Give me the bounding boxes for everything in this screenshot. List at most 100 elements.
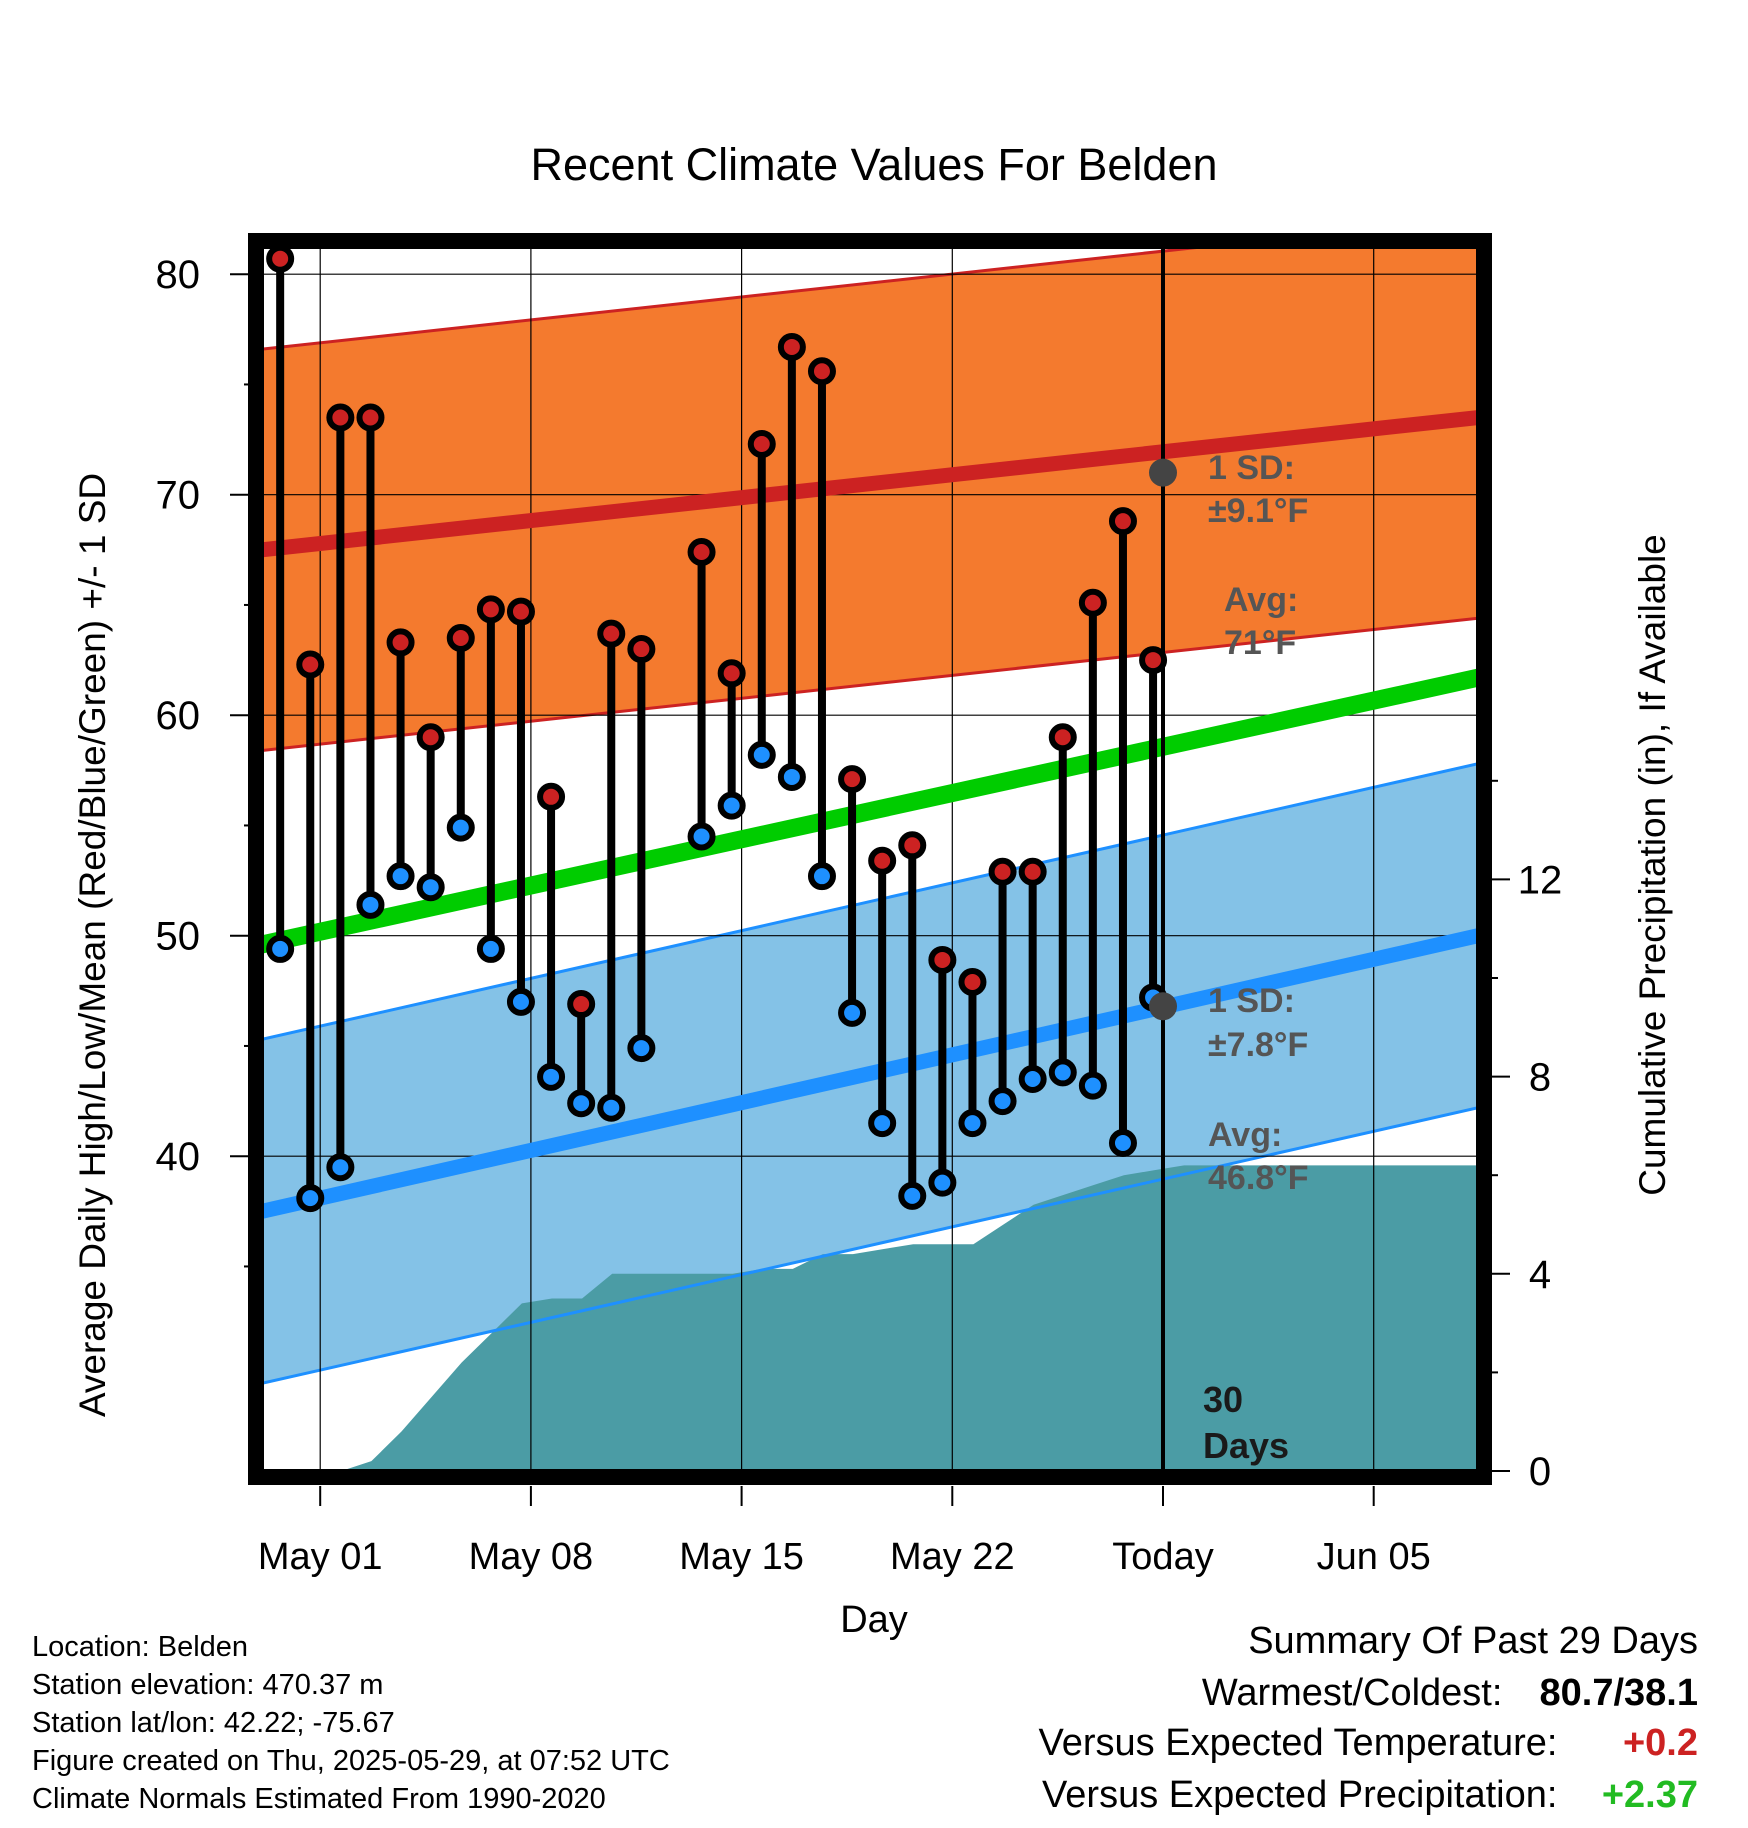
- latlon-text: Station lat/lon: 42.22; -75.67: [32, 1707, 395, 1739]
- daily-low-point: [326, 1153, 355, 1182]
- today-low-avg-marker: [1149, 992, 1177, 1021]
- low-sd-value: ±7.8°F: [1208, 1026, 1308, 1064]
- daily-high-point: [356, 403, 385, 432]
- warmest-label: Warmest/Coldest:: [1201, 1672, 1503, 1714]
- precip-value: +2.37: [1601, 1774, 1698, 1816]
- created-text: Figure created on Thu, 2025-05-29, at 07…: [32, 1745, 670, 1777]
- daily-low-point: [687, 822, 716, 851]
- daily-high-point: [717, 659, 746, 688]
- high-sd-band: [262, 247, 1478, 751]
- daily-high-point: [988, 857, 1017, 886]
- y-tick-label: 80: [156, 253, 201, 297]
- warmest-value: 80.7/38.1: [1539, 1672, 1698, 1714]
- daily-high-point: [958, 968, 987, 997]
- daily-high-point: [807, 357, 836, 386]
- daily-high-point: [898, 831, 927, 860]
- station-info: Location: Belden Station elevation: 470.…: [32, 1628, 670, 1818]
- daily-high-point: [777, 332, 806, 361]
- temp-label: Versus Expected Temperature:: [1038, 1722, 1558, 1764]
- daily-high-point: [537, 782, 566, 811]
- chart-title: Recent Climate Values For Belden: [531, 139, 1218, 190]
- daily-low-point: [296, 1184, 325, 1213]
- y-tick-label: 70: [156, 474, 201, 518]
- daily-low-point: [506, 987, 535, 1016]
- daily-high-point: [868, 846, 897, 875]
- daily-low-point: [958, 1109, 987, 1138]
- daily-high-point: [386, 628, 415, 657]
- y2-tick-label: 0: [1529, 1450, 1551, 1494]
- daily-low-point: [1108, 1128, 1137, 1157]
- daily-low-point: [597, 1093, 626, 1122]
- daily-high-point: [506, 597, 535, 626]
- low-band-upper-edge: [262, 762, 1478, 1041]
- summary-warmest-row: Warmest/Coldest: 80.7/38.1: [1202, 1672, 1698, 1715]
- x-axis-label: Day: [840, 1599, 908, 1641]
- daily-low-point: [386, 862, 415, 891]
- y2-axis-label: Cumulative Precipitation (in), If Availa…: [1632, 534, 1673, 1196]
- plot-area: 40 50 60 70 80 0 4 8 12 May 01 May 08 May 15 May 22 T…: [156, 233, 1563, 1578]
- high-sd-value: ±9.1°F: [1208, 492, 1308, 530]
- daily-high-point: [1139, 646, 1168, 675]
- daily-low-point: [838, 998, 867, 1027]
- location-text: Location: Belden: [32, 1631, 249, 1663]
- daily-high-point: [326, 403, 355, 432]
- temp-value: +0.2: [1622, 1722, 1698, 1764]
- elevation-text: Station elevation: 470.37 m: [32, 1669, 384, 1701]
- plot-frame: [248, 233, 1492, 1485]
- daily-low-point: [416, 873, 445, 902]
- x-tick-label: May 22: [890, 1536, 1015, 1578]
- daily-high-point: [476, 595, 505, 624]
- high-avg-value: 71°F: [1224, 624, 1296, 662]
- daily-low-point: [717, 791, 746, 820]
- daily-low-point: [266, 934, 295, 963]
- daily-low-point: [807, 862, 836, 891]
- y2-tick-label: 12: [1518, 858, 1563, 902]
- daily-high-point: [627, 635, 656, 664]
- low-avg-label: Avg:: [1208, 1116, 1282, 1154]
- daily-low-point: [747, 740, 776, 769]
- daily-low-point: [356, 890, 385, 919]
- normal-low-line: [262, 928, 1478, 1219]
- summary-precip-row: Versus Expected Precipitation: +2.37: [1042, 1774, 1698, 1817]
- daily-low-point: [777, 762, 806, 791]
- daily-low-point: [537, 1062, 566, 1091]
- precip-area: [262, 1165, 1478, 1471]
- x-tick-label: May 01: [258, 1536, 383, 1578]
- daily-low-point: [1018, 1065, 1047, 1094]
- daily-high-point: [1078, 588, 1107, 617]
- normals-text: Climate Normals Estimated From 1990-2020: [32, 1783, 606, 1815]
- x-tick-label: May 08: [469, 1536, 594, 1578]
- daily-low-point: [928, 1168, 957, 1197]
- daily-low-point: [868, 1109, 897, 1138]
- summary-temp-row: Versus Expected Temperature: +0.2: [1039, 1722, 1698, 1765]
- daily-low-point: [446, 813, 475, 842]
- daily-high-point: [597, 619, 626, 648]
- high-band-upper-edge: [262, 247, 1215, 351]
- y-tick-label: 60: [156, 694, 201, 738]
- plot-interior: [262, 247, 1478, 1471]
- daily-high-point: [446, 624, 475, 653]
- today-high-avg-marker: [1149, 458, 1177, 487]
- high-avg-label: Avg:: [1224, 581, 1298, 619]
- period-days-number: 30: [1203, 1379, 1243, 1420]
- high-sd-label: 1 SD:: [1208, 449, 1295, 487]
- daily-high-point: [1018, 857, 1047, 886]
- y2-tick-label: 4: [1529, 1253, 1551, 1297]
- daily-high-point: [567, 990, 596, 1019]
- daily-low-point: [567, 1089, 596, 1118]
- daily-high-point: [1048, 723, 1077, 752]
- daily-high-point: [416, 723, 445, 752]
- low-sd-label: 1 SD:: [1208, 982, 1295, 1020]
- y-tick-label: 40: [156, 1135, 201, 1179]
- y2-tick-label: 8: [1529, 1056, 1551, 1100]
- daily-low-point: [1048, 1058, 1077, 1087]
- x-tick-label: Today: [1112, 1536, 1213, 1578]
- normal-high-line: [262, 410, 1478, 558]
- daily-low-point: [988, 1087, 1017, 1116]
- precip-label: Versus Expected Precipitation:: [1042, 1774, 1558, 1816]
- y-axis-label: Average Daily High/Low/Mean (Red/Blue/Gr…: [72, 473, 113, 1417]
- period-days-word: Days: [1203, 1425, 1289, 1466]
- daily-high-point: [838, 765, 867, 794]
- x-tick-label: Jun 05: [1317, 1536, 1431, 1578]
